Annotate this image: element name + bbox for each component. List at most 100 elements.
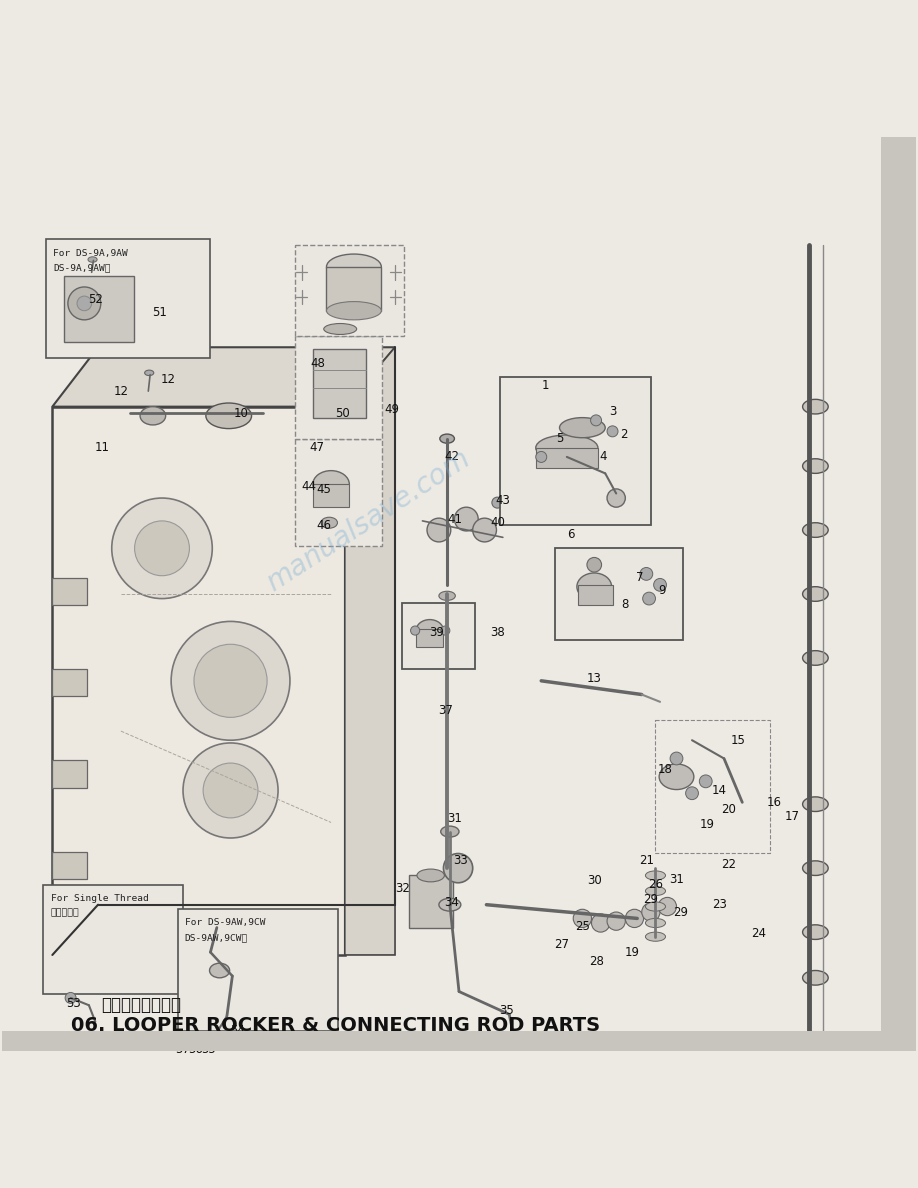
Circle shape	[643, 592, 655, 605]
Circle shape	[654, 579, 666, 592]
Polygon shape	[52, 347, 395, 406]
Circle shape	[441, 626, 450, 636]
Text: 26: 26	[648, 878, 663, 891]
Ellipse shape	[439, 592, 455, 600]
Ellipse shape	[560, 418, 605, 437]
Text: 19: 19	[625, 946, 640, 959]
Text: 12: 12	[114, 385, 129, 398]
Bar	[313, 485, 350, 507]
Bar	[64, 276, 134, 342]
Ellipse shape	[327, 302, 381, 320]
Text: 53: 53	[66, 997, 81, 1010]
Circle shape	[573, 909, 591, 928]
Ellipse shape	[802, 651, 828, 665]
Bar	[52, 669, 87, 696]
Circle shape	[443, 853, 473, 883]
Text: 22: 22	[721, 858, 736, 871]
Text: 1: 1	[542, 379, 550, 392]
Circle shape	[171, 621, 290, 740]
Text: 4: 4	[599, 450, 607, 463]
Text: 24: 24	[751, 928, 767, 941]
Text: 17: 17	[785, 810, 800, 823]
Ellipse shape	[416, 620, 443, 642]
Text: 54: 54	[230, 1024, 245, 1037]
Bar	[43, 885, 183, 994]
Text: 7: 7	[636, 571, 644, 584]
Text: 46: 46	[317, 519, 331, 532]
Text: ルーパー揺動関係: ルーパー揺動関係	[101, 996, 181, 1015]
Ellipse shape	[645, 918, 666, 928]
Text: 29: 29	[673, 905, 688, 918]
Bar	[402, 604, 476, 669]
Bar	[313, 349, 365, 418]
Text: 10: 10	[234, 406, 249, 419]
Text: 8: 8	[621, 599, 629, 612]
Text: 40: 40	[490, 517, 505, 529]
Bar	[555, 549, 683, 639]
Circle shape	[112, 498, 212, 599]
Text: 21: 21	[639, 854, 654, 867]
Text: 14: 14	[712, 784, 727, 797]
Ellipse shape	[441, 826, 459, 838]
Bar	[577, 584, 612, 605]
Ellipse shape	[209, 963, 230, 978]
Circle shape	[590, 415, 601, 425]
Text: 55: 55	[201, 1043, 216, 1056]
Circle shape	[233, 930, 246, 943]
Text: 57: 57	[175, 1043, 190, 1056]
Bar	[295, 336, 382, 438]
Ellipse shape	[802, 971, 828, 985]
Circle shape	[203, 763, 258, 817]
Circle shape	[427, 518, 451, 542]
Ellipse shape	[659, 764, 694, 790]
Bar	[295, 245, 404, 336]
Text: 5: 5	[555, 432, 564, 446]
Circle shape	[135, 520, 189, 576]
Circle shape	[492, 497, 503, 508]
Circle shape	[410, 626, 420, 636]
Text: 2: 2	[620, 428, 627, 441]
Circle shape	[587, 557, 601, 573]
Text: 9: 9	[658, 583, 666, 596]
Ellipse shape	[802, 924, 828, 940]
Ellipse shape	[802, 797, 828, 811]
Ellipse shape	[536, 435, 598, 461]
Circle shape	[77, 296, 92, 311]
Text: 43: 43	[496, 494, 510, 507]
Text: DS-9A,9AW用: DS-9A,9AW用	[53, 264, 111, 272]
Text: 3: 3	[609, 405, 616, 418]
Ellipse shape	[645, 933, 666, 941]
Text: 12: 12	[161, 373, 176, 386]
Ellipse shape	[417, 870, 444, 881]
Bar	[536, 448, 598, 468]
Ellipse shape	[802, 587, 828, 601]
Ellipse shape	[140, 406, 165, 425]
Circle shape	[78, 930, 91, 943]
Text: 51: 51	[151, 307, 167, 320]
Ellipse shape	[802, 861, 828, 876]
Text: 37: 37	[438, 704, 453, 718]
Ellipse shape	[439, 898, 461, 911]
Text: 27: 27	[554, 939, 569, 952]
Bar	[881, 137, 916, 1051]
Text: 39: 39	[430, 626, 444, 639]
Text: For Single Thread: For Single Thread	[50, 893, 149, 903]
Text: 16: 16	[767, 796, 782, 809]
Text: 52: 52	[88, 293, 103, 307]
Text: 35: 35	[499, 1004, 514, 1017]
Ellipse shape	[206, 403, 252, 429]
Circle shape	[454, 507, 478, 531]
Circle shape	[591, 914, 610, 933]
Circle shape	[625, 909, 644, 928]
Text: 49: 49	[384, 403, 399, 416]
Text: 30: 30	[587, 874, 601, 887]
Text: 48: 48	[310, 358, 325, 371]
Polygon shape	[345, 347, 395, 955]
Ellipse shape	[645, 886, 666, 896]
Circle shape	[194, 644, 267, 718]
Text: 47: 47	[310, 441, 325, 454]
Circle shape	[68, 287, 101, 320]
Text: For DS-9AW,9CW: For DS-9AW,9CW	[185, 918, 265, 928]
Text: 28: 28	[588, 955, 603, 968]
Circle shape	[151, 930, 163, 943]
